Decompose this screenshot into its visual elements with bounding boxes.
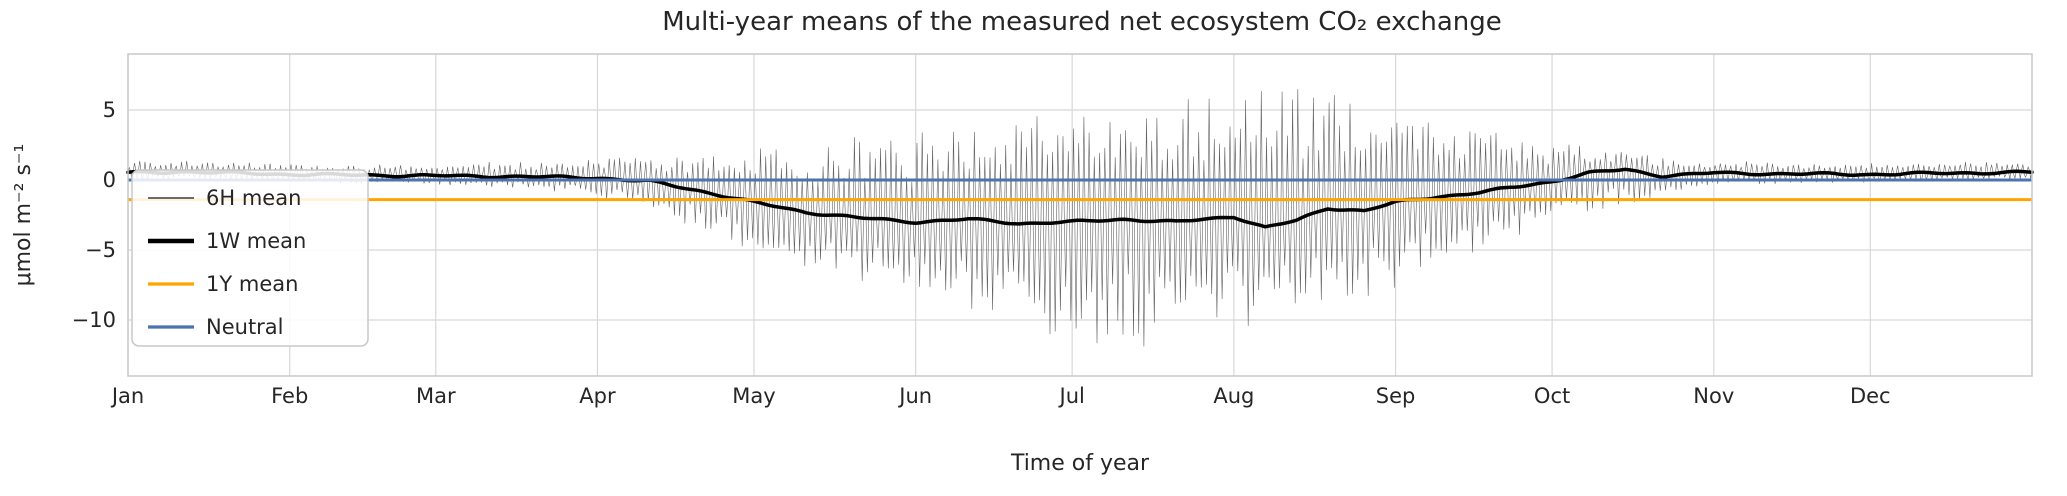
y-tick-label: −10 xyxy=(72,308,116,332)
x-axis-label: Time of year xyxy=(1010,451,1150,476)
x-tick-label: Jan xyxy=(110,384,144,408)
legend-label: 6H mean xyxy=(206,186,301,210)
y-tick-label: 0 xyxy=(103,168,116,192)
y-tick-label: 5 xyxy=(103,98,116,122)
y-tick-labels: 5 0 −5 −10 xyxy=(72,98,116,332)
axes-spines xyxy=(127,53,2033,377)
plot-border xyxy=(127,53,2033,377)
x-tick-label: Aug xyxy=(1213,384,1254,408)
legend: 6H mean 1W mean 1Y mean Neutral xyxy=(131,169,369,347)
series-1w-mean-path xyxy=(126,167,2034,229)
x-tick-label: Jun xyxy=(897,384,932,408)
x-tick-labels: Jan Feb Mar Apr May Jun Jul Aug Sep Oct Nov Dec xyxy=(110,384,1891,408)
x-tick-label: Feb xyxy=(271,384,308,408)
chart-title: Multi-year means of the measured net eco… xyxy=(662,7,1502,37)
y-tick-label: −5 xyxy=(85,238,116,262)
x-tick-label: Mar xyxy=(416,384,456,408)
x-tick-label: Oct xyxy=(1534,384,1570,408)
x-tick-label: Nov xyxy=(1693,384,1734,408)
x-tick-label: Jul xyxy=(1058,384,1085,408)
legend-label: 1Y mean xyxy=(206,272,298,296)
x-tick-label: Apr xyxy=(579,384,616,408)
legend-box xyxy=(131,169,369,347)
x-tick-label: Dec xyxy=(1850,384,1891,408)
data-series xyxy=(126,89,2034,347)
legend-label: 1W mean xyxy=(206,229,306,253)
legend-label: Neutral xyxy=(206,315,284,339)
x-tick-label: May xyxy=(732,384,775,408)
x-tick-label: Sep xyxy=(1376,384,1416,408)
y-axis-label: μmol m⁻² s⁻¹ xyxy=(11,144,36,287)
